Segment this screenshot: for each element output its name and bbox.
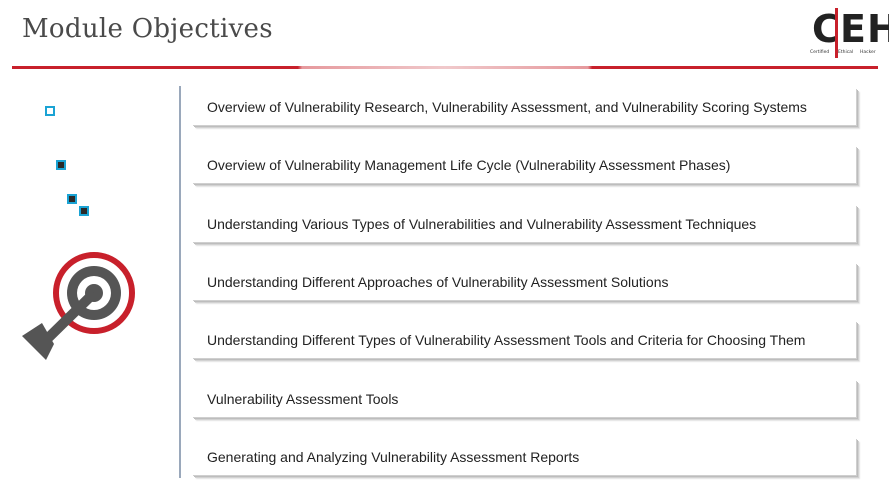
logo-divider [835,8,838,58]
objective-item: Understanding Different Types of Vulnera… [193,322,857,359]
objective-text: Understanding Various Types of Vulnerabi… [207,216,757,232]
double-square-icon-bottom [79,206,89,216]
ceh-logo: C EH Certified Ethical Hacker [808,6,889,62]
objective-text: Vulnerability Assessment Tools [207,391,399,407]
target-arrow-icon [22,252,135,360]
objective-text: Generating and Analyzing Vulnerability A… [207,449,580,465]
objective-item: Generating and Analyzing Vulnerability A… [193,439,857,476]
objective-item: Vulnerability Assessment Tools [193,381,857,418]
filled-square-icon [56,160,66,170]
logo-word-certified: Certified [810,50,830,55]
header-rule [12,66,878,69]
double-square-icon-top [67,194,77,204]
page-title: Module Objectives [22,14,273,44]
objective-text: Understanding Different Approaches of Vu… [207,274,669,290]
objective-item: Overview of Vulnerability Research, Vuln… [193,89,857,126]
objective-item: Overview of Vulnerability Management Lif… [193,147,857,184]
objective-item: Understanding Different Approaches of Vu… [193,264,857,301]
objective-text: Overview of Vulnerability Management Lif… [207,157,731,173]
objective-text: Overview of Vulnerability Research, Vuln… [207,99,807,115]
objective-item: Understanding Various Types of Vulnerabi… [193,206,857,243]
objective-text: Understanding Different Types of Vulnera… [207,332,806,348]
logo-letters-eh: EH [840,7,889,51]
outline-square-icon [45,106,55,116]
logo-word-ethical: Ethical [838,50,854,55]
logo-word-hacker: Hacker [860,50,876,55]
timeline-divider [179,86,181,478]
